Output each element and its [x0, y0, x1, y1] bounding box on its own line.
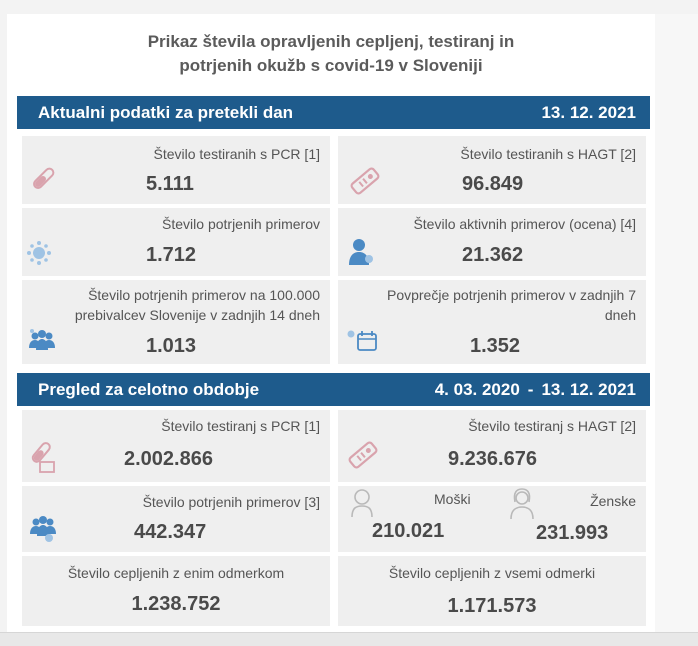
daily-confirmed-value: 1.712 [146, 244, 197, 266]
daily-pcr-label: Število testiranih s PCR [1] [153, 146, 320, 162]
daily-hagt-value: 96.849 [462, 173, 524, 195]
daily-per100k-label-line2: prebivalcev Slovenije v zadnjih 14 dneh [74, 307, 320, 323]
rapid-test-icon [348, 441, 378, 469]
card-daily-pcr: Število testiranih s PCR [1] 5.111 [22, 136, 330, 204]
overall-date-from: 4. 03. 2020 [434, 380, 520, 399]
male-icon [351, 489, 373, 518]
overall-pcr-label: Število testiranj s PCR [1] [161, 418, 320, 434]
daily-avg7-label-line2: dneh [604, 307, 636, 323]
people-group-icon [30, 516, 56, 542]
card-overall-vacc-all: Število cepljenih z vsemi odmerki 1.171.… [338, 556, 646, 626]
right-margin [655, 14, 698, 632]
daily-avg7-label: Povprečje potrjenih primerov v zadnjih 7… [387, 285, 636, 325]
calendar-icon [347, 330, 377, 351]
overall-pcr-value: 2.002.866 [124, 448, 213, 470]
overall-heading: Pregled za celotno obdobje [38, 380, 260, 399]
daily-per100k-label: Število potrjenih primerov na 100.000 pr… [75, 285, 320, 325]
card-daily-per100k: Število potrjenih primerov na 100.000 pr… [22, 280, 330, 364]
daily-confirmed-label: Število potrjenih primerov [162, 216, 320, 232]
overall-hagt-value: 9.236.676 [448, 448, 537, 470]
daily-pcr-value: 5.111 [146, 173, 194, 195]
overall-banner: Pregled za celotno obdobje 4. 03. 2020-1… [17, 373, 650, 406]
vacc-one-value: 1.238.752 [131, 593, 221, 615]
card-overall-pcr: Število testiranj s PCR [1] 2.002.866 [22, 410, 330, 482]
test-tube-icon [33, 167, 55, 189]
card-daily-confirmed: Število potrjenih primerov 1.712 [22, 208, 330, 276]
daily-active-value: 21.362 [462, 244, 524, 266]
daily-per100k-label-line1: Število potrjenih primerov na 100.000 [88, 287, 320, 303]
card-overall-confirmed: Število potrjenih primerov [3] 442.347 [22, 486, 330, 552]
overall-date-dash: - [527, 380, 534, 399]
daily-avg7-value: 1.352 [470, 335, 521, 357]
card-daily-active: Število aktivnih primerov (ocena) [4] 21… [338, 208, 646, 276]
overall-date-to: 13. 12. 2021 [541, 380, 636, 399]
female-icon [510, 488, 534, 520]
title-line-2: potrjenih okužb s covid-19 v Sloveniji [179, 56, 483, 75]
daily-heading: Aktualni podatki za pretekli dan [38, 103, 294, 122]
vacc-all-value: 1.171.573 [447, 595, 537, 617]
overall-confirmed-value: 442.347 [134, 521, 207, 543]
female-value: 231.993 [536, 522, 609, 544]
card-overall-hagt: Število testiranj s HAGT [2] 9.236.676 [338, 410, 646, 482]
person-icon [349, 239, 373, 265]
card-daily-avg7: Povprečje potrjenih primerov v zadnjih 7… [338, 280, 646, 364]
male-value: 210.021 [372, 520, 445, 542]
daily-date: 13. 12. 2021 [541, 103, 636, 122]
male-label: Moški [434, 491, 471, 507]
daily-active-label: Število aktivnih primerov (ocena) [4] [413, 216, 636, 232]
people-group-icon [29, 329, 55, 350]
card-daily-hagt: Število testiranih s HAGT [2] 96.849 [338, 136, 646, 204]
daily-hagt-label: Število testiranih s HAGT [2] [460, 146, 636, 162]
overall-date-range: 4. 03. 2020-13. 12. 2021 [435, 380, 636, 400]
daily-per100k-value: 1.013 [146, 335, 197, 357]
card-overall-vacc-one: Število cepljenih z enim odmerkom 1.238.… [22, 556, 330, 626]
horizontal-scrollbar[interactable] [0, 632, 698, 646]
rapid-test-icon [350, 167, 380, 195]
overall-hagt-label: Število testiranj s HAGT [2] [468, 418, 636, 434]
card-overall-gender: Moški 210.021 Ženske 231.993 [338, 486, 646, 552]
test-tube-icon [31, 442, 55, 473]
virus-icon [27, 241, 51, 265]
daily-avg7-label-line1: Povprečje potrjenih primerov v zadnjih 7 [386, 287, 636, 303]
vacc-one-label: Število cepljenih z enim odmerkom [67, 565, 285, 581]
page-title: Prikaz števila opravljenih cepljenj, tes… [7, 30, 655, 78]
daily-banner: Aktualni podatki za pretekli dan 13. 12.… [17, 96, 650, 129]
female-label: Ženske [590, 493, 636, 509]
vacc-all-label: Število cepljenih z vsemi odmerki [388, 565, 596, 581]
overall-confirmed-label: Število potrjenih primerov [3] [142, 494, 320, 510]
title-line-1: Prikaz števila opravljenih cepljenj, tes… [147, 32, 515, 51]
